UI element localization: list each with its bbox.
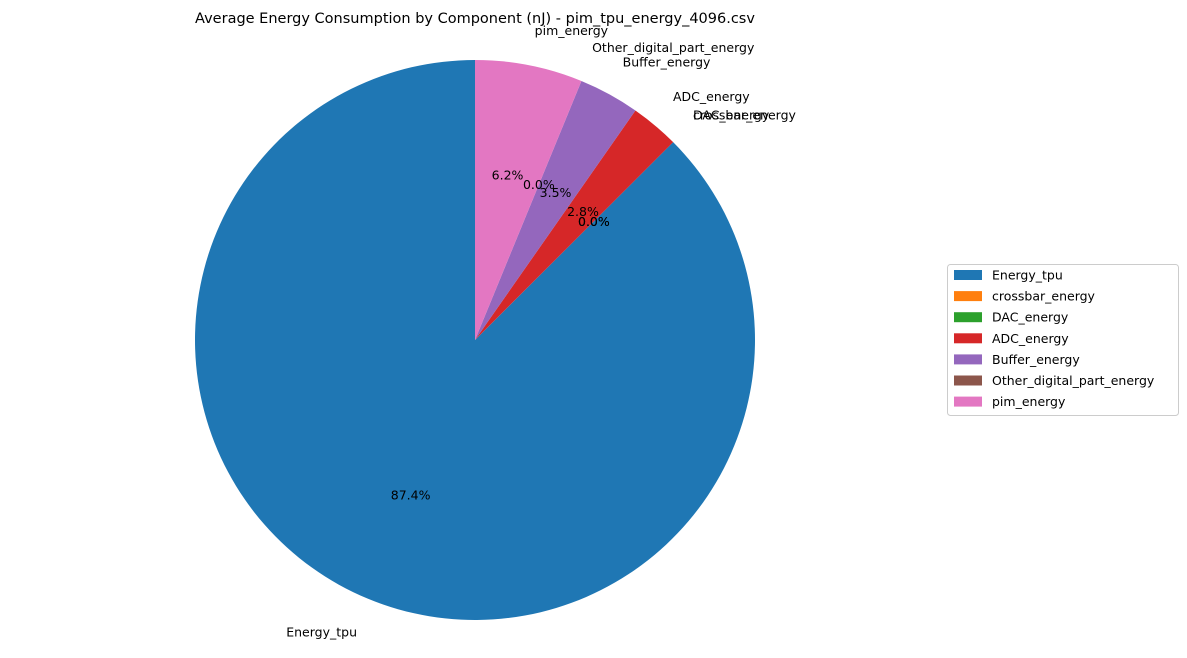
slice-adc-energy (475, 110, 674, 341)
percent-label-crossbar-energy: 0.0% (578, 214, 610, 229)
percent-labels: 87.4%0.0%0.0%2.8%3.5%0.0%6.2% (391, 168, 610, 503)
legend-label-adc-energy: ADC_energy (992, 331, 1069, 346)
percent-label-pim-energy: 6.2% (492, 168, 524, 183)
slice-label-dac-energy: DAC_energy (693, 107, 770, 122)
legend-label-energy-tpu: Energy_tpu (992, 268, 1063, 283)
legend-swatch-pim-energy (954, 396, 982, 407)
legend: Energy_tpu crossbar_energy DAC_energy ADC_e… (947, 264, 1179, 416)
slice-label-crossbar-energy: crossbar_energy (693, 107, 797, 122)
slice-pim-energy (475, 60, 582, 340)
legend-swatch-energy-tpu (954, 270, 982, 280)
percent-label-dac-energy: 0.0% (578, 214, 610, 229)
slice-buffer-energy (475, 81, 636, 340)
legend-label-crossbar-energy: crossbar_energy (992, 289, 1096, 304)
percent-label-other-digital-part-energy: 0.0% (523, 177, 555, 192)
legend-label-other-digital-part-energy: Other_digital_part_energy (992, 373, 1155, 388)
legend-swatch-dac-energy (954, 312, 982, 323)
slice-label-energy-tpu: Energy_tpu (286, 625, 357, 640)
legend-swatch-other-digital-part-energy (954, 375, 982, 386)
legend-items: Energy_tpu crossbar_energy DAC_energy ADC_e… (954, 268, 1155, 409)
legend-label-dac-energy: DAC_energy (992, 310, 1069, 325)
slice-label-pim-energy: pim_energy (535, 23, 609, 38)
legend-swatch-crossbar-energy (954, 291, 982, 302)
legend-label-buffer-energy: Buffer_energy (992, 352, 1080, 367)
percent-label-adc-energy: 2.8% (567, 204, 599, 219)
chart-title: Average Energy Consumption by Component … (195, 11, 755, 27)
percent-label-energy-tpu: 87.4% (391, 488, 431, 503)
legend-swatch-buffer-energy (954, 354, 982, 365)
slice-label-other-digital-part-energy: Other_digital_part_energy (592, 40, 755, 55)
slice-label-adc-energy: ADC_energy (673, 89, 750, 104)
percent-label-buffer-energy: 3.5% (540, 185, 572, 200)
legend-frame (947, 264, 1179, 416)
legend-swatch-adc-energy (954, 333, 982, 344)
slice-label-buffer-energy: Buffer_energy (623, 55, 711, 70)
pie-slices (195, 60, 756, 620)
legend-label-pim-energy: pim_energy (992, 394, 1066, 409)
